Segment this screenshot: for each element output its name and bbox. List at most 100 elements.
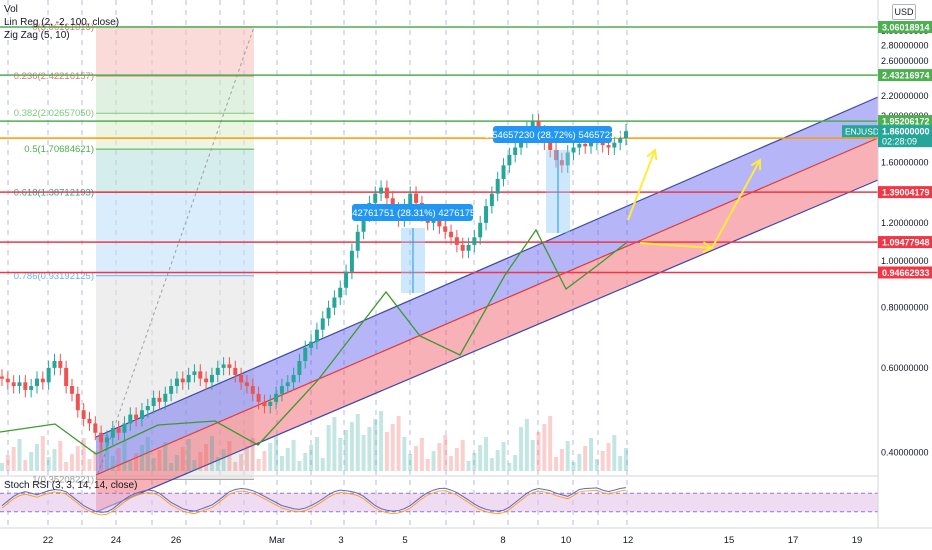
volume-bar	[478, 445, 483, 471]
volume-bar	[215, 457, 220, 471]
projection-arrows[interactable]	[627, 148, 762, 254]
volume-bar	[157, 450, 162, 471]
volume-bar	[606, 443, 611, 471]
volume-bar	[384, 432, 389, 471]
candle-body	[58, 361, 63, 368]
volume-bar	[17, 439, 22, 471]
candle-body	[64, 367, 69, 387]
candle-body	[297, 361, 302, 375]
candle-body	[215, 367, 220, 375]
time-tick: 15	[724, 535, 735, 546]
candle-body	[320, 318, 325, 330]
volume-bar	[134, 453, 139, 471]
volume-bar	[443, 435, 448, 471]
candle-body	[472, 237, 477, 245]
volume-bar	[495, 450, 500, 471]
candle-body	[233, 367, 238, 375]
current-price-box	[878, 125, 932, 148]
volume-bar	[519, 427, 524, 471]
time-tick: 12	[623, 535, 634, 546]
candle-body	[75, 393, 80, 411]
candle-body	[484, 206, 489, 223]
volume-bar	[169, 463, 174, 471]
volume-bar	[320, 458, 325, 471]
time-axis[interactable]: 22 24 26 Mar 3 5 8 10 12 15 17 19	[0, 527, 932, 550]
price-label-box	[878, 115, 932, 128]
candles	[0, 114, 628, 450]
candle-body	[449, 231, 454, 238]
candle-body	[338, 287, 343, 298]
volume-bar	[419, 438, 424, 471]
measure-label: 0.54657230 (28.72%) 54657230	[484, 130, 620, 141]
candle-body	[513, 147, 518, 155]
volume-bar	[314, 437, 319, 471]
time-tick: 22	[43, 535, 54, 546]
fib-trend-line	[95, 26, 255, 480]
candle-body	[227, 364, 232, 368]
volume-bar	[373, 419, 378, 471]
volume-bar	[437, 443, 442, 471]
volume-bar	[454, 448, 459, 471]
price-tick: 0.60000000	[881, 363, 929, 373]
price-label: 0.94662933	[882, 268, 930, 278]
zigzag-polyline	[0, 228, 627, 455]
volume-bar	[291, 440, 296, 471]
candle-body	[571, 147, 576, 153]
candle-body	[128, 414, 133, 424]
candle-body	[104, 437, 109, 443]
candle-body	[274, 393, 279, 402]
measure-label-box	[352, 204, 473, 221]
fib-retracement[interactable]: 0(3.06161015)0.236(2.42216157)0.382(2.02…	[14, 22, 255, 485]
stoch-legend[interactable]: Stoch RSI (3, 3, 14, 14, close)	[4, 480, 138, 491]
volume-bar	[536, 432, 541, 471]
currency-button[interactable]: USD	[892, 4, 916, 20]
volume-bar	[408, 454, 413, 471]
candle-body	[5, 378, 10, 383]
candle-body	[361, 214, 366, 232]
price-tick: 2.20000000	[881, 91, 929, 101]
candle-body	[577, 143, 582, 148]
linreg-legend[interactable]: Lin Reg (2, -2, 100, close)	[4, 17, 120, 28]
countdown: 02:28:09	[882, 137, 917, 147]
candle-body	[589, 142, 594, 147]
volume-legend[interactable]: Vol	[4, 4, 18, 15]
time-axis-bg	[0, 528, 932, 550]
volume-bars	[0, 411, 628, 471]
volume-bar	[198, 452, 203, 471]
time-tick: 17	[788, 535, 799, 546]
volume-bar	[75, 446, 80, 471]
volume-bar	[11, 447, 16, 471]
volume-bar	[227, 441, 232, 471]
price-label-box	[878, 21, 932, 34]
candle-body	[87, 418, 92, 424]
horizontal-levels[interactable]	[0, 26, 878, 274]
candle-body	[180, 378, 185, 383]
fib-zone	[96, 113, 254, 150]
candle-body	[46, 367, 51, 383]
channel-lower-line	[95, 179, 879, 513]
volume-bar	[104, 435, 109, 471]
price-label-box	[878, 69, 932, 82]
fib-level-label: 0.786(0.93192125)	[14, 271, 94, 282]
zigzag-legend[interactable]: Zig Zag (5, 10)	[4, 30, 70, 41]
price-label: 1.95206172	[882, 117, 930, 127]
candle-body	[344, 271, 349, 288]
volume-bar	[612, 435, 617, 471]
candle-body	[17, 382, 22, 387]
fib-level-label: 1(0.35208221)	[32, 474, 94, 485]
volume-bar	[466, 461, 471, 471]
price-axis[interactable]: 3.000000002.800000002.600000002.40000000…	[842, 0, 932, 540]
volume-bar	[332, 417, 337, 471]
volume-bar	[244, 446, 249, 471]
candle-body	[0, 376, 4, 379]
volume-bar	[40, 436, 45, 471]
price-label: 1.39004179	[882, 188, 930, 198]
volume-bar	[513, 455, 518, 471]
candle-body	[198, 371, 203, 379]
candle-body	[326, 307, 331, 319]
volume-bar	[274, 435, 279, 471]
volume-bar	[326, 425, 331, 471]
current-price: 1.86000000	[882, 127, 930, 137]
measurements[interactable]: 0.42761751 (28.31%) 42761751 0.54657230 (…	[344, 126, 621, 293]
